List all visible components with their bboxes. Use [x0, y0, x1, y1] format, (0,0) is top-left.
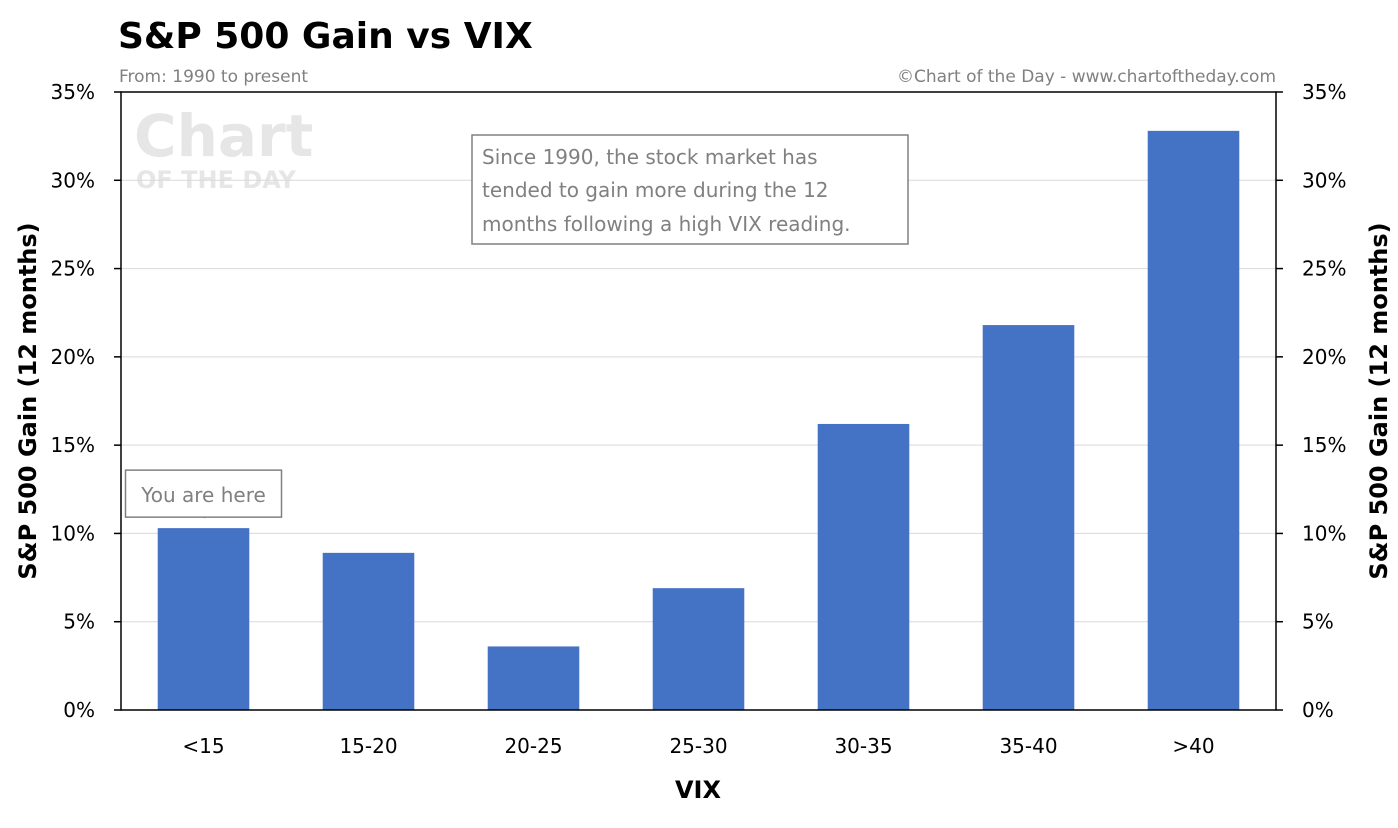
left-y-axis-title: S&P 500 Gain (12 months): [14, 222, 42, 579]
chart-subtitle: From: 1990 to present: [119, 67, 308, 87]
bar: [982, 325, 1075, 710]
plot-area-frame: [120, 91, 1277, 711]
x-tick-label: 25-30: [669, 734, 727, 758]
left-tick-label: 0%: [63, 698, 95, 722]
left-tick-label: 15%: [51, 433, 95, 457]
you-are-here-text: You are here: [140, 483, 266, 507]
bar: [1147, 130, 1240, 711]
left-tick-label: 25%: [51, 257, 95, 281]
right-tick-label: 25%: [1302, 257, 1346, 281]
logo-line-1: Chart: [134, 102, 313, 170]
you-are-here-annotation: You are here: [124, 469, 283, 519]
x-tick-label: <15: [182, 734, 224, 758]
bar: [157, 528, 250, 710]
bar: [487, 646, 580, 710]
bar: [817, 423, 910, 710]
x-axis: <15 15-20 20-25 25-30 30-35 35-40 >40: [182, 734, 1214, 758]
main-annotation-line-1: Since 1990, the stock market has: [482, 145, 818, 169]
x-tick-label: 30-35: [834, 734, 892, 758]
bar: [652, 588, 745, 710]
chart-title: S&P 500 Gain vs VIX: [118, 16, 533, 57]
bar: [322, 552, 415, 710]
you-are-here-box: [124, 469, 283, 518]
gridlines: [121, 179, 1276, 623]
right-y-axis: 0% 5% 10% 15% 20% 25% 30% 35%: [1276, 80, 1346, 722]
x-tick-label: >40: [1172, 734, 1214, 758]
left-tick-label: 5%: [63, 610, 95, 634]
right-tick-label: 0%: [1302, 698, 1334, 722]
bars: [157, 130, 1240, 711]
main-annotation-line-3: months following a high VIX reading.: [482, 212, 851, 236]
right-tick-label: 15%: [1302, 433, 1346, 457]
x-tick-label: 20-25: [504, 734, 562, 758]
main-annotation: Since 1990, the stock market has tended …: [471, 134, 909, 245]
left-tick-label: 10%: [51, 521, 95, 545]
x-axis-title: VIX: [675, 776, 722, 804]
right-tick-label: 30%: [1302, 168, 1346, 192]
right-tick-label: 10%: [1302, 521, 1346, 545]
chart-credit: ©Chart of the Day - www.chartoftheday.co…: [897, 67, 1276, 87]
right-tick-label: 20%: [1302, 345, 1346, 369]
main-annotation-box: [471, 134, 909, 245]
right-tick-label: 5%: [1302, 610, 1334, 634]
left-tick-label: 30%: [51, 168, 95, 192]
x-tick-label: 35-40: [999, 734, 1057, 758]
main-annotation-line-2: tended to gain more during the 12: [482, 178, 829, 202]
left-tick-label: 20%: [51, 345, 95, 369]
left-tick-label: 35%: [51, 80, 95, 104]
right-tick-label: 35%: [1302, 80, 1346, 104]
left-y-axis: 0% 5% 10% 15% 20% 25% 30% 35%: [51, 80, 121, 722]
x-tick-label: 15-20: [339, 734, 397, 758]
right-y-axis-title: S&P 500 Gain (12 months): [1365, 222, 1393, 579]
